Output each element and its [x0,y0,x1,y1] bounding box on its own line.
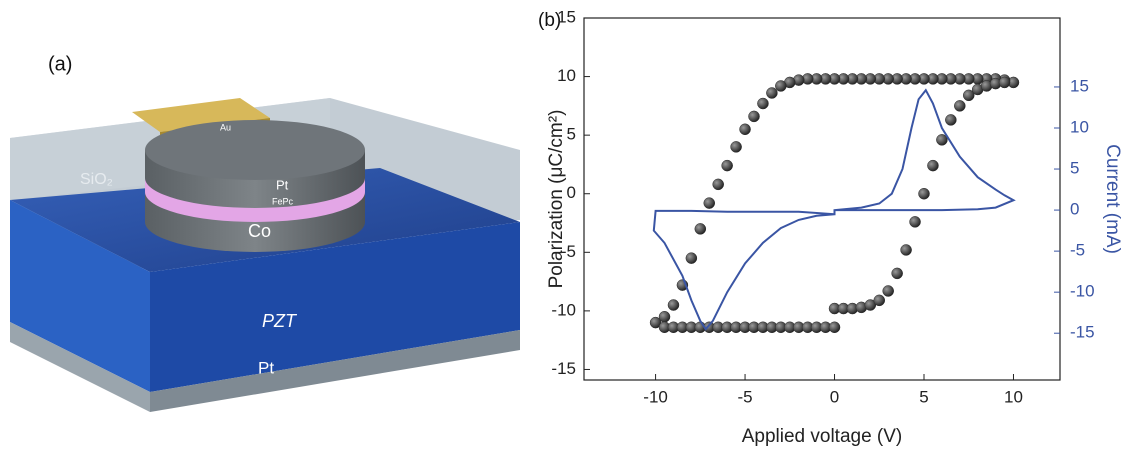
data-point [649,316,662,329]
data-point [694,223,707,235]
data-point [936,134,948,146]
x-tick-label: -10 [643,387,668,406]
panel-label: (a) [48,53,72,75]
data-point [685,252,698,264]
data-point [918,187,930,200]
data-point [748,110,760,123]
y-tick-label: -10 [551,300,576,319]
data-point [962,89,975,102]
au-pad [132,98,270,132]
data-point [864,299,877,311]
x-tick-label: 10 [1004,387,1023,406]
data-point [945,114,957,126]
x-tick-label: 0 [830,387,839,406]
data-point [757,97,769,110]
data-point [927,159,939,172]
data-point [873,294,886,307]
layer-label: FePc [272,196,294,206]
layer-label: PZT [262,311,298,331]
y-tick-label: 15 [557,7,576,26]
y-tick-label: 0 [567,183,576,202]
data-point [828,321,841,334]
y-tick-label: -5 [561,242,576,261]
y2-tick-label: 10 [1070,117,1089,136]
pzt-side [150,222,520,392]
device-schematic [10,98,520,412]
data-point [667,299,680,311]
y-tick-label: 10 [557,66,576,85]
fepc-band [145,178,365,222]
data-point [703,197,716,209]
y-tick-label: -15 [551,359,576,378]
data-point [775,80,787,92]
x-tick-label: -5 [737,387,752,406]
layer-label: Pt [276,177,289,192]
data-point [954,100,966,112]
y-tick-label: 5 [567,125,576,144]
data-point [909,216,921,228]
pt-front [10,322,150,412]
data-point [712,178,724,191]
data-point [721,159,733,172]
layer-label: Co [248,221,271,241]
data-point [998,76,1011,89]
layer-label: SiO₂ [80,171,113,188]
data-line [652,88,1016,331]
disc-top [145,120,365,180]
data-point [739,123,751,136]
data-point [766,87,778,99]
y-axis-label: Polarization (μC/cm²) [546,110,567,289]
y2-tick-label: -10 [1070,282,1095,301]
y2-tick-label: 15 [1070,76,1089,95]
panel-label: (b) [538,10,561,31]
data-point [891,267,903,280]
pzt-front [10,200,150,392]
y2-tick-label: -15 [1070,323,1095,342]
y2-tick-label: 5 [1070,159,1079,178]
layer-label: Pt [258,358,274,377]
x-axis-label: Applied voltage (V) [742,426,903,447]
y2-tick-label: 0 [1070,200,1079,219]
y2-tick-label: -5 [1070,241,1085,260]
plot-frame [583,17,1061,381]
data-point [882,285,894,297]
x-tick-label: 5 [919,387,928,406]
pt-side [150,330,520,412]
layer-label: Au [220,122,231,132]
y2-axis-label: Current (mA) [1102,144,1123,254]
data-point [900,244,912,256]
data-point [730,141,742,153]
